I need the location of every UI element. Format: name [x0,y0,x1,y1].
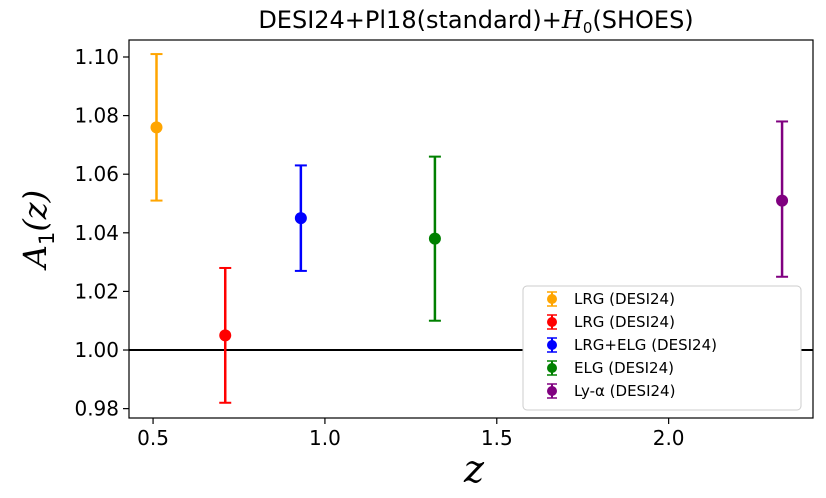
x-tick-label: 1.5 [481,426,513,450]
title-h-sub: 0 [583,19,593,37]
x-axis-label: z [463,447,485,491]
title-prefix: DESI24+Pl18(standard)+ [258,6,562,34]
chart-title: DESI24+Pl18(standard)+H0(SHOES) [258,6,693,37]
legend-entry-4: Ly-α (DESI24) [547,382,675,400]
data-point-1 [219,266,232,404]
legend-label: LRG+ELG (DESI24) [574,336,717,354]
legend: LRG (DESI24) LRG (DESI24) LRG+ELG (DESI24)… [522,285,802,411]
legend-label: ELG (DESI24) [574,359,674,377]
data-point-2 [294,164,307,272]
y-tick-label: 1.10 [74,45,119,69]
legend-label: Ly-α (DESI24) [574,382,675,400]
legend-marker [547,363,557,373]
legend-label: LRG (DESI24) [574,313,675,331]
data-marker [150,121,163,134]
y-tick-label: 1.00 [74,338,119,362]
data-marker [294,212,307,225]
title-suffix: (SHOES) [592,6,693,34]
legend-entry-0: LRG (DESI24) [547,290,675,308]
y-label-z: (z) [16,190,54,232]
legend-marker [547,294,557,304]
x-tick-label: 2.0 [653,426,685,450]
legend-box [522,285,802,411]
y-tick-label: 1.06 [74,162,119,186]
y-tick-label: 1.04 [74,221,119,245]
legend-entry-2: LRG+ELG (DESI24) [547,336,717,354]
legend-label: LRG (DESI24) [574,290,675,308]
plot-frame [128,39,814,419]
x-tick-label: 1.0 [309,426,341,450]
data-point-4 [776,120,789,278]
data-points [150,53,789,404]
legend-marker [547,386,557,396]
y-tick-label: 1.02 [74,279,119,303]
data-marker [219,329,232,342]
data-point-3 [428,155,441,322]
title-h: H [561,6,584,34]
y-label-a: A [16,245,54,271]
legend-entry-1: LRG (DESI24) [547,313,675,331]
data-marker [776,194,789,207]
y-axis-ticks: 0.98 1.00 1.02 1.04 1.06 1.08 1.10 [74,45,129,421]
y-label-sub: 1 [35,232,59,245]
legend-marker [547,317,557,327]
x-axis-ticks: 0.5 1.0 1.5 2.0 [137,418,685,450]
x-tick-label: 0.5 [137,426,169,450]
legend-entry-3: ELG (DESI24) [547,359,674,377]
y-tick-label: 1.08 [74,104,119,128]
y-axis-label: A1(z) [16,190,59,271]
data-marker [428,232,441,245]
y-tick-label: 0.98 [74,397,119,421]
legend-marker [547,340,557,350]
data-point-0 [150,53,163,202]
